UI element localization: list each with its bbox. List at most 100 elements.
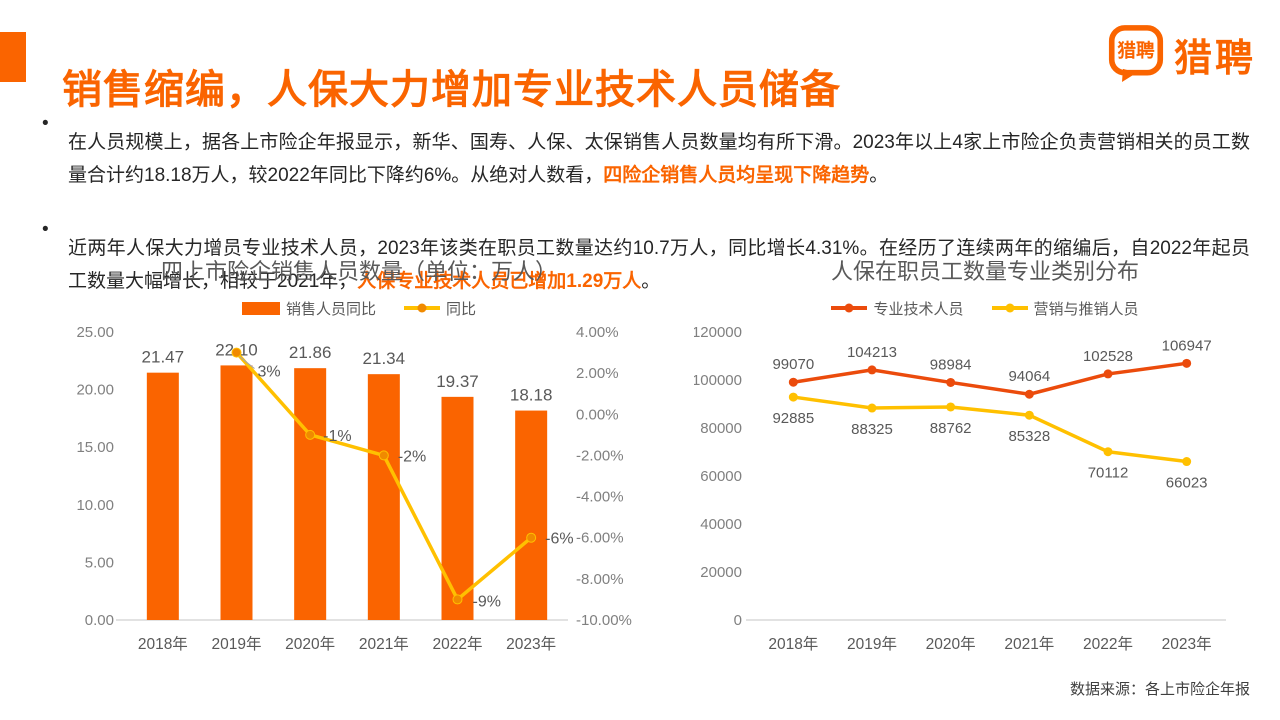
- yoy-point: [526, 532, 537, 543]
- point-value-label: 88762: [930, 420, 972, 437]
- secondary-axis-tick: 2.00%: [576, 365, 619, 382]
- bullet-text-post: 。: [869, 165, 889, 186]
- point-value-label: 102528: [1083, 348, 1133, 365]
- series-point: [1182, 358, 1192, 368]
- yoy-value-label: -9%: [473, 593, 501, 610]
- x-axis-label: 2019年: [212, 635, 262, 653]
- chart-legend: 销售人员同比 同比: [56, 298, 662, 318]
- series-point: [1024, 389, 1034, 399]
- legend-label: 营销与推销人员: [1033, 300, 1139, 318]
- bar-2019年: [220, 365, 253, 620]
- series-point: [946, 377, 956, 387]
- x-axis-label: 2019年: [847, 635, 897, 653]
- bar-2020年: [294, 368, 327, 620]
- bullet-text-pre: 近两年人保大力增员专业技术人员，2023年该类在职员工数量达约10.7万人，同比…: [68, 238, 1250, 292]
- bar-swatch-icon: [241, 301, 280, 315]
- bar-value-label: 19.37: [436, 372, 479, 391]
- title-accent-block: [0, 32, 26, 82]
- bar-value-label: 18.18: [510, 386, 553, 405]
- legend-item-sales: 销售人员同比: [241, 298, 376, 319]
- bullet-text: 近两年人保大力增员专业技术人员，2023年该类在职员工数量达约10.7万人，同比…: [68, 232, 1250, 298]
- point-value-label: 99070: [772, 356, 814, 373]
- picc-category-chart: 人保在职员工数量专业类别分布 专业技术人员 营销与推销人员 120000 1000…: [694, 256, 1276, 670]
- bar-2018年: [146, 372, 179, 620]
- x-axis-label: 2018年: [768, 635, 818, 653]
- bar-2021年: [367, 374, 400, 620]
- x-axis-label: 2020年: [926, 635, 976, 653]
- y-axis-tick: 80000: [700, 420, 742, 437]
- x-axis-label: 2021年: [359, 635, 409, 653]
- secondary-axis-tick: -8.00%: [576, 571, 624, 588]
- point-value-label: 104213: [847, 344, 897, 361]
- legend-item-marketing: 营销与推销人员: [991, 298, 1139, 319]
- bullet-text-post: 。: [641, 271, 661, 292]
- yoy-value-label: -6%: [545, 531, 573, 548]
- label-leader-line: [239, 356, 255, 369]
- bullet-marker: •: [42, 113, 49, 134]
- primary-axis-tick: 25.00: [76, 324, 114, 341]
- yoy-point: [231, 347, 242, 358]
- series-point: [1103, 447, 1113, 457]
- secondary-axis-tick: -10.00%: [576, 612, 632, 629]
- series-point: [867, 365, 877, 375]
- line-swatch-dot-icon: [1005, 303, 1014, 313]
- secondary-axis-tick: -4.00%: [576, 489, 624, 506]
- chart-title: 四上市险企销售人员数量（单位：万人）: [160, 259, 557, 284]
- secondary-axis-tick: -2.00%: [576, 447, 624, 464]
- series-line-1: [793, 395, 1187, 464]
- series-point: [1182, 457, 1192, 467]
- yoy-value-label: 3%: [258, 364, 281, 381]
- point-value-label: 106947: [1162, 337, 1212, 354]
- x-axis-label: 2020年: [285, 635, 335, 653]
- bullet-item: • 在人员规模上，据各上市险企年报显示，新华、国寿、人保、太保销售人员数量均有所…: [36, 107, 1250, 211]
- point-value-label: 94064: [1008, 368, 1050, 385]
- bullet-item: • 近两年人保大力增员专业技术人员，2023年该类在职员工数量达约10.7万人，…: [36, 213, 1250, 317]
- logo-bubble-text: 猎聘: [1117, 40, 1155, 61]
- x-axis-label: 2018年: [138, 635, 188, 653]
- secondary-axis-tick: 0.00%: [576, 406, 619, 423]
- y-axis-tick: 0: [734, 612, 742, 629]
- series-point: [946, 402, 956, 412]
- x-axis-label: 2023年: [1162, 635, 1212, 653]
- y-axis-tick: 40000: [700, 516, 742, 533]
- bar-2022年: [441, 396, 474, 620]
- yoy-value-label: -1%: [323, 428, 351, 445]
- point-value-label: 70112: [1088, 465, 1129, 482]
- chart-legend: 专业技术人员 营销与推销人员: [694, 298, 1276, 318]
- legend-item-yoy: 同比: [404, 298, 476, 319]
- x-axis-label: 2022年: [1083, 635, 1133, 653]
- yoy-point: [378, 450, 389, 461]
- primary-axis-tick: 0.00: [85, 612, 114, 629]
- bar-value-label: 21.47: [142, 348, 185, 367]
- bar-line-plot: 25.00 20.00 15.00 10.00 5.00 0.00 4.00% 2.00% 0.…: [76, 324, 632, 653]
- bullet-list: • 在人员规模上，据各上市险企年报显示，新华、国寿、人保、太保销售人员数量均有所…: [36, 107, 1250, 319]
- line-swatch-icon: [831, 303, 868, 313]
- secondary-axis-tick: -6.00%: [576, 530, 624, 547]
- series-point: [788, 392, 798, 402]
- bullet-highlight: 四险企销售人员均呈现下降趋势: [603, 165, 870, 186]
- point-value-label: 98984: [930, 356, 972, 373]
- bar-2023年: [515, 410, 548, 620]
- series-point: [1024, 410, 1034, 420]
- line-swatch-icon: [404, 303, 440, 313]
- x-axis-label: 2022年: [433, 635, 483, 653]
- point-value-label: 66023: [1166, 475, 1208, 492]
- bullet-highlight: 人保专业技术人员已增加1.29万人: [357, 271, 642, 292]
- y-axis-tick: 60000: [700, 468, 742, 485]
- primary-axis-tick: 20.00: [76, 382, 114, 399]
- point-value-label: 92885: [772, 410, 814, 427]
- chart-title: 人保在职员工数量专业类别分布: [830, 259, 1139, 284]
- line-swatch-dot-icon: [417, 303, 427, 313]
- primary-axis-tick: 15.00: [76, 439, 114, 456]
- bar-value-label: 21.34: [363, 349, 406, 368]
- data-source-note: 数据来源：各上市险企年报: [1069, 681, 1250, 698]
- series-point: [1103, 369, 1113, 379]
- secondary-axis-tick: 4.00%: [576, 324, 619, 341]
- series-line-0: [793, 361, 1187, 396]
- y-axis-tick: 100000: [694, 372, 742, 389]
- page-title: 销售缩编，人保大力增加专业技术人员储备: [62, 67, 841, 112]
- legend-label: 专业技术人员: [873, 300, 964, 318]
- x-axis-label: 2023年: [506, 635, 556, 653]
- line-swatch-icon: [991, 303, 1028, 313]
